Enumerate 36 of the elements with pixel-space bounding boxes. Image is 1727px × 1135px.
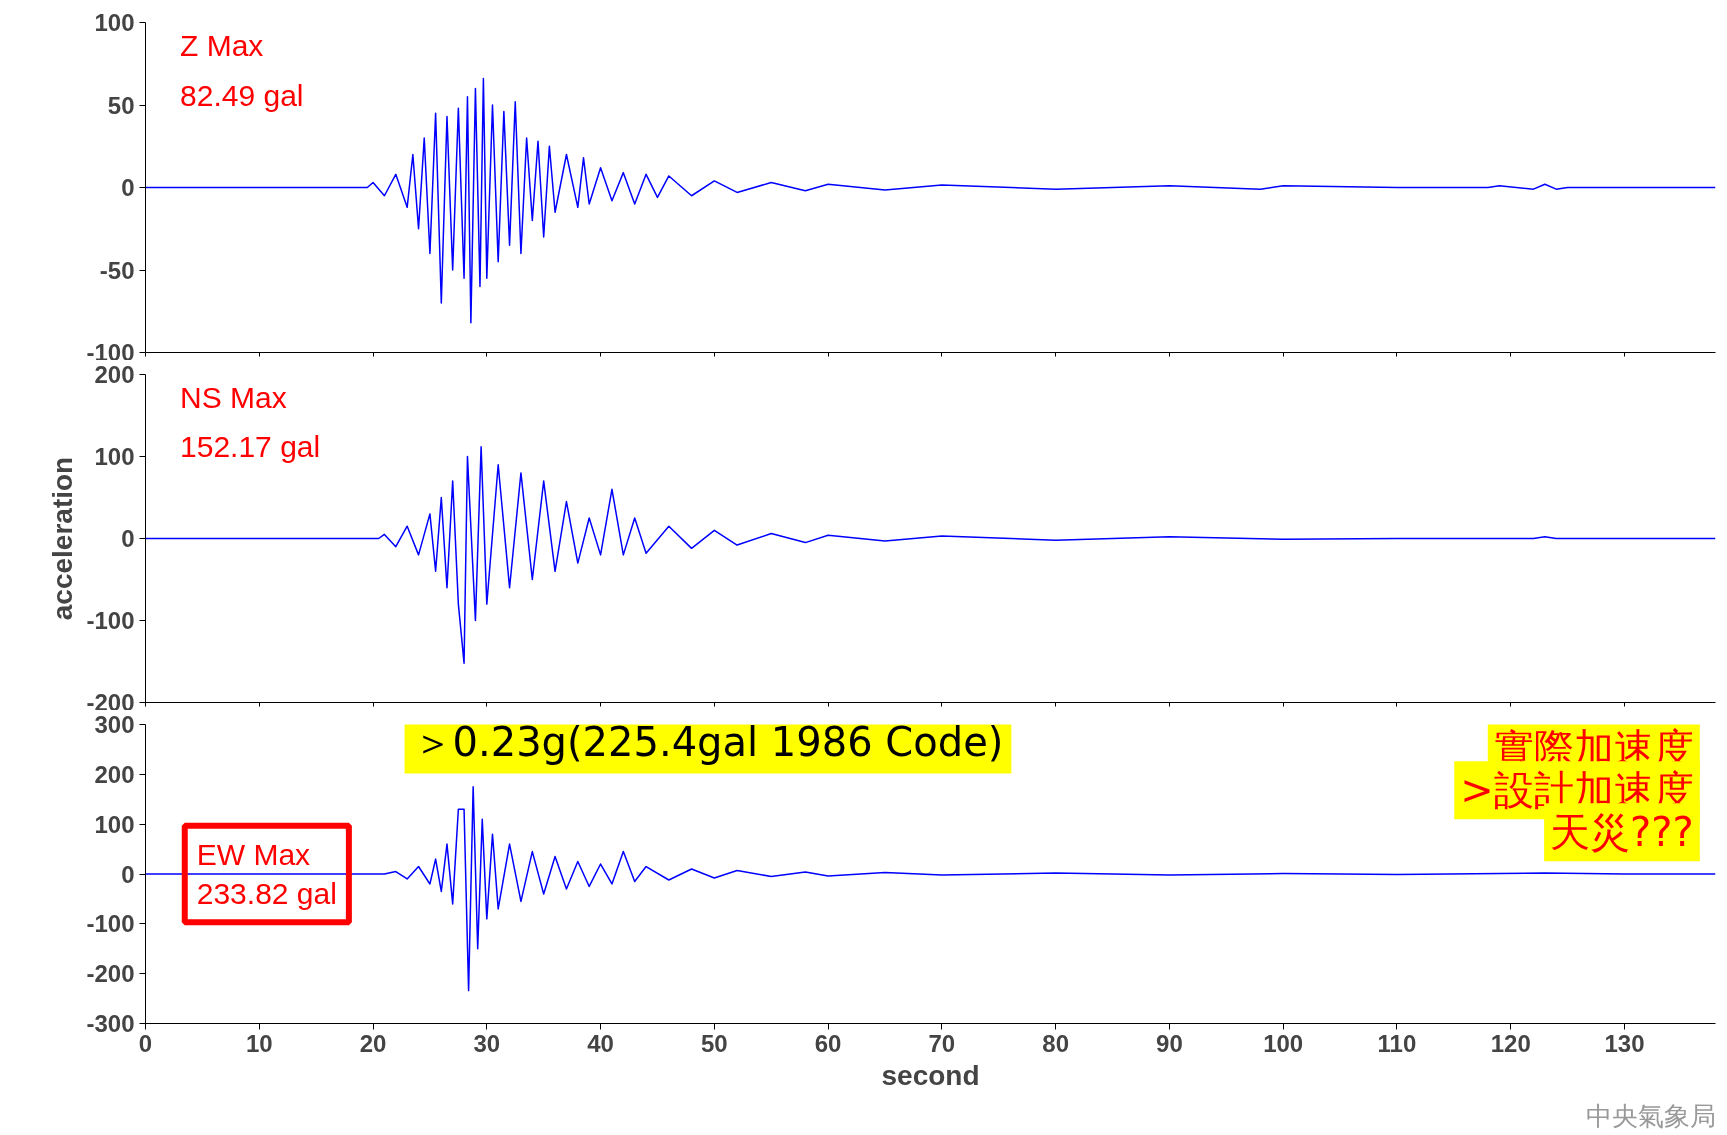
- x-tick-label: 100: [1263, 1029, 1304, 1057]
- x-tick-label: 90: [1156, 1029, 1183, 1057]
- y-tick-label: 0: [121, 860, 135, 888]
- line-series: [145, 77, 1716, 324]
- annotation: 天災???: [1550, 809, 1694, 856]
- x-tick-label: 30: [473, 1029, 501, 1057]
- annotation: ＞0.23g(225.4gal 1986 Code): [412, 719, 1004, 766]
- y-tick-label: -200: [86, 960, 135, 988]
- y-tick-label: -300: [86, 1010, 135, 1037]
- y-tick-label: 50: [107, 91, 135, 119]
- x-axis-title: second: [881, 1059, 980, 1091]
- x-tick-label: 20: [359, 1029, 387, 1057]
- y-tick-label: 100: [94, 9, 135, 36]
- x-tick-label: 0: [138, 1029, 153, 1057]
- x-tick-label: 40: [587, 1029, 614, 1057]
- y-tick-label: -100: [86, 910, 135, 938]
- x-tick-label: 70: [928, 1029, 956, 1057]
- y-tick-label: -50: [99, 256, 135, 284]
- y-tick-label: 100: [94, 443, 135, 470]
- y-tick-label: 100: [94, 810, 135, 838]
- annotation: NS Max 152.17 gal: [180, 380, 321, 464]
- y-tick-label: 0: [121, 174, 135, 201]
- x-tick-label: 110: [1377, 1029, 1417, 1057]
- x-tick-label: 10: [245, 1029, 273, 1057]
- x-tick-label: 60: [814, 1029, 842, 1057]
- x-tick-label: 50: [700, 1029, 728, 1057]
- x-tick-label: 130: [1604, 1029, 1645, 1057]
- text: 中央氣象局: [1585, 1100, 1716, 1131]
- x-tick-label: 120: [1490, 1029, 1531, 1057]
- x-tick-label: 80: [1042, 1029, 1069, 1057]
- y-axis-title: acceleration: [47, 456, 79, 621]
- annotation: Z Max 82.49 gal: [180, 29, 304, 112]
- y-tick-label: 0: [121, 525, 135, 552]
- y-tick-label: -100: [86, 607, 135, 634]
- annotation: EW Max 233.82 gal: [196, 837, 337, 911]
- y-tick-label: 200: [94, 760, 135, 788]
